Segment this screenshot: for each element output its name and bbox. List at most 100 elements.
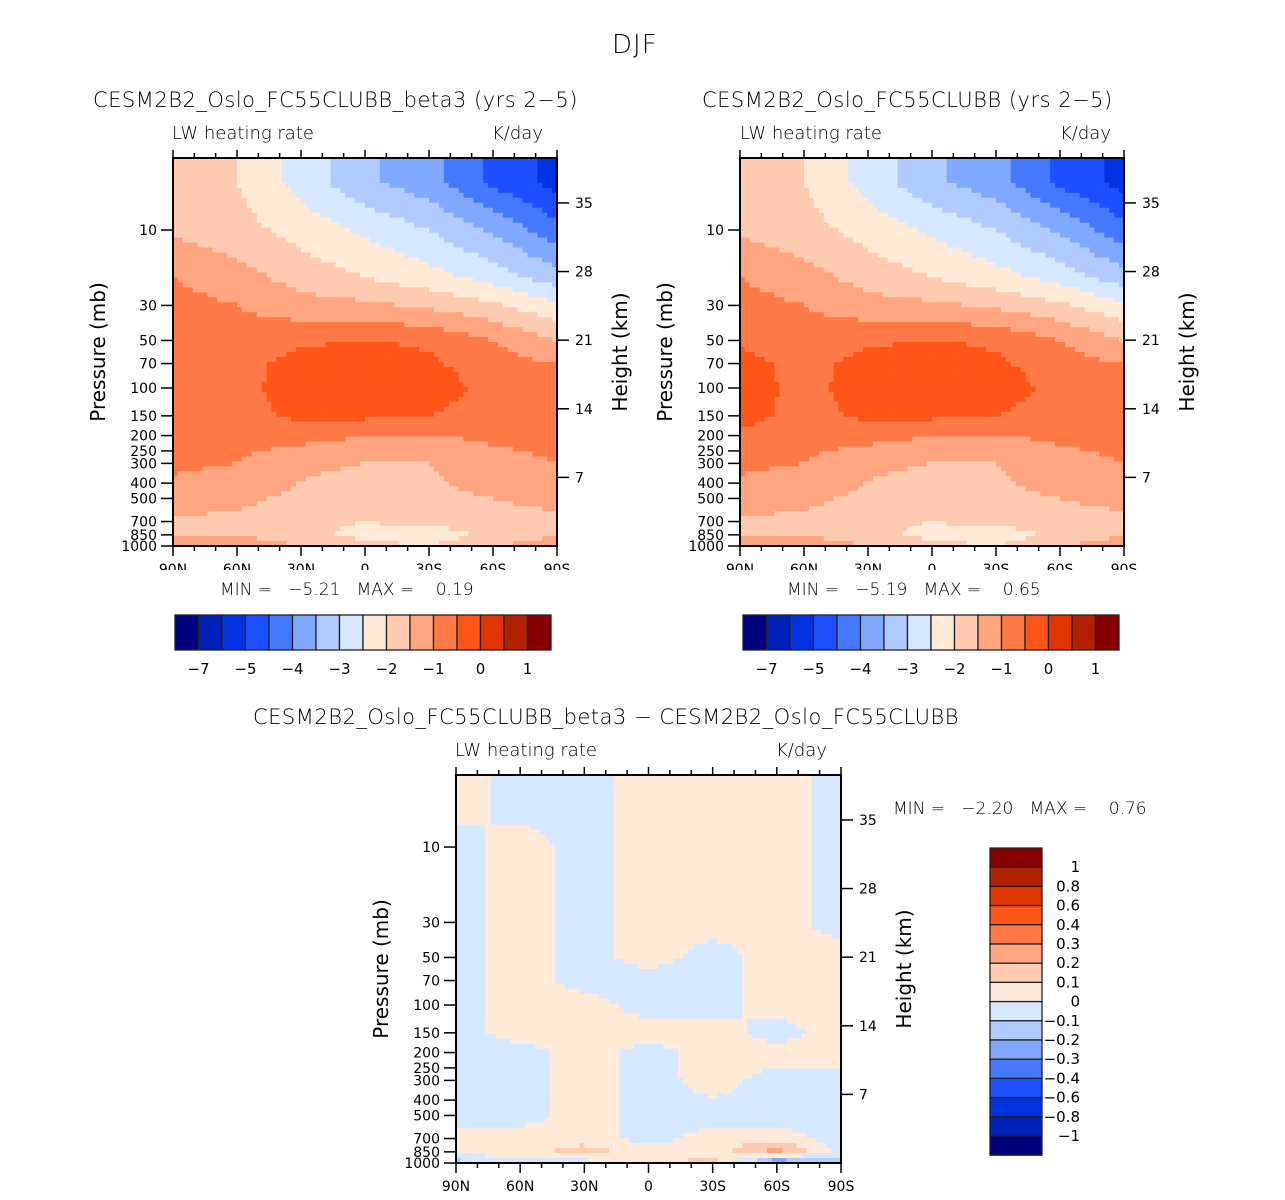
contour-cell	[365, 177, 371, 184]
contour-cell	[232, 177, 238, 184]
contour-cell	[369, 322, 376, 328]
contour-cell	[463, 158, 469, 164]
contour-cell	[497, 242, 504, 249]
contour-cell	[315, 426, 322, 433]
contour-cell	[227, 436, 233, 443]
contour-cell	[507, 366, 514, 373]
contour-cell	[429, 436, 435, 443]
contour-cell	[443, 406, 450, 413]
contour-cell	[389, 436, 396, 443]
contour-cell	[320, 441, 327, 448]
contour-cell	[197, 401, 204, 408]
panel-variable-label: LW heating rate	[172, 123, 314, 144]
contour-cell	[177, 232, 184, 239]
contour-cell	[478, 287, 484, 293]
contour-cell	[207, 242, 213, 249]
contour-cell	[522, 451, 529, 458]
contour-cell	[374, 386, 381, 393]
contour-cell	[182, 212, 189, 219]
contour-cell	[527, 441, 533, 448]
contour-cell	[301, 401, 307, 408]
contour-cell	[453, 436, 460, 443]
contour-cell	[468, 287, 474, 293]
contour-cell	[438, 461, 445, 468]
contour-cell	[389, 212, 396, 219]
contour-cell	[414, 416, 420, 423]
contour-cell	[271, 356, 277, 363]
contour-cell	[497, 376, 504, 383]
contour-cell	[394, 242, 401, 249]
contour-cell	[473, 361, 479, 368]
contour-cell	[177, 337, 184, 343]
contour-cell	[512, 347, 519, 353]
contour-cell	[197, 162, 204, 169]
contour-cell	[389, 416, 396, 423]
contour-cell	[493, 312, 499, 318]
contour-cell	[355, 267, 361, 274]
contour-cell	[409, 282, 415, 288]
contour-cell	[507, 202, 514, 209]
contour-cell	[281, 282, 287, 288]
contour-cell	[202, 287, 209, 293]
contour-cell	[261, 297, 268, 303]
contour-cell	[256, 287, 263, 293]
contour-cell	[414, 257, 420, 264]
contour-cell	[237, 337, 243, 343]
contour-cell	[429, 187, 435, 194]
contour-cell	[547, 167, 553, 174]
contour-cell	[256, 411, 263, 418]
contour-cell	[232, 371, 238, 378]
contour-cell	[478, 451, 484, 458]
contour-cell	[217, 227, 223, 234]
contour-cell	[438, 242, 445, 249]
contour-cell	[429, 396, 435, 403]
contour-cell	[443, 272, 450, 278]
contour-cell	[384, 386, 391, 393]
contour-cell	[478, 252, 484, 259]
contour-cell	[488, 202, 494, 209]
contour-cell	[173, 302, 179, 308]
contour-cell	[301, 257, 307, 264]
contour-cell	[340, 222, 346, 229]
contour-cell	[502, 177, 509, 184]
contour-cell	[276, 262, 282, 269]
contour-cell	[433, 282, 440, 288]
contour-cell	[355, 332, 361, 338]
contour-cell	[507, 396, 514, 403]
contour-cell	[291, 466, 297, 472]
contour-cell	[399, 356, 405, 363]
contour-cell	[187, 232, 194, 239]
contour-cell	[379, 237, 386, 244]
contour-cell	[173, 451, 179, 458]
contour-cell	[478, 247, 484, 254]
contour-cell	[438, 446, 445, 453]
contour-cell	[493, 277, 499, 283]
contour-cell	[547, 207, 553, 214]
contour-cell	[429, 207, 435, 214]
contour-cell	[537, 307, 543, 313]
contour-cell	[207, 182, 213, 189]
contour-cell	[256, 456, 263, 463]
contour-cell	[296, 401, 302, 408]
contour-cell	[365, 272, 371, 278]
contour-cell	[399, 471, 405, 477]
contour-cell	[399, 426, 405, 433]
contour-cell	[424, 302, 430, 308]
contour-cell	[345, 371, 351, 378]
contour-cell	[453, 466, 460, 472]
contour-cell	[537, 461, 543, 468]
contour-cell	[384, 411, 391, 418]
contour-cell	[315, 391, 322, 398]
contour-cell	[463, 386, 469, 393]
contour-cell	[266, 182, 273, 189]
contour-cell	[187, 426, 194, 433]
contour-cell	[365, 207, 371, 214]
contour-cell	[379, 451, 386, 458]
contour-cell	[522, 391, 529, 398]
contour-cell	[453, 446, 460, 453]
contour-cell	[197, 232, 204, 239]
contour-cell	[227, 187, 233, 194]
contour-cell	[291, 456, 297, 463]
contour-cell	[379, 242, 386, 249]
contour-cell	[389, 267, 396, 274]
